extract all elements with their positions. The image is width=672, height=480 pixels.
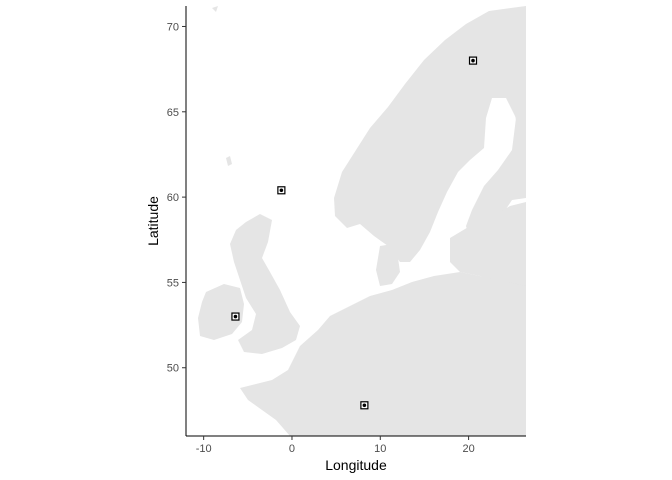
land-masses bbox=[198, 6, 526, 436]
x-tick-label: -10 bbox=[196, 443, 212, 455]
y-tick-label: 65 bbox=[167, 107, 179, 119]
y-tick-label: 60 bbox=[167, 192, 179, 204]
land-svalbard-fragment bbox=[212, 6, 218, 12]
y-tick-label: 50 bbox=[167, 363, 179, 375]
point-layer bbox=[231, 56, 478, 410]
x-axis-title: Longitude bbox=[325, 457, 387, 473]
y-tick-label: 55 bbox=[167, 277, 179, 289]
land-baltics bbox=[450, 202, 526, 290]
y-tick-label: 70 bbox=[167, 21, 179, 33]
x-tick-label: 0 bbox=[289, 443, 295, 455]
site-marker-3 bbox=[231, 312, 240, 321]
x-tick-label: 10 bbox=[374, 443, 386, 455]
site-marker-4 bbox=[360, 401, 369, 410]
x-tick-label: 20 bbox=[462, 443, 474, 455]
land-great-britain bbox=[230, 214, 300, 354]
land-continent bbox=[240, 272, 526, 436]
land-finland-russia bbox=[496, 6, 526, 196]
land-denmark bbox=[376, 244, 400, 286]
y-axis-title: Latitude bbox=[145, 196, 161, 246]
site-marker-2 bbox=[277, 186, 286, 195]
land-scandinavia bbox=[334, 6, 526, 262]
land-shetland bbox=[226, 156, 232, 166]
axes: -10 0 10 20 50 55 60 65 70 Longitude Latitude bbox=[145, 6, 526, 473]
land-ireland bbox=[198, 284, 244, 340]
site-marker-1 bbox=[468, 56, 478, 65]
